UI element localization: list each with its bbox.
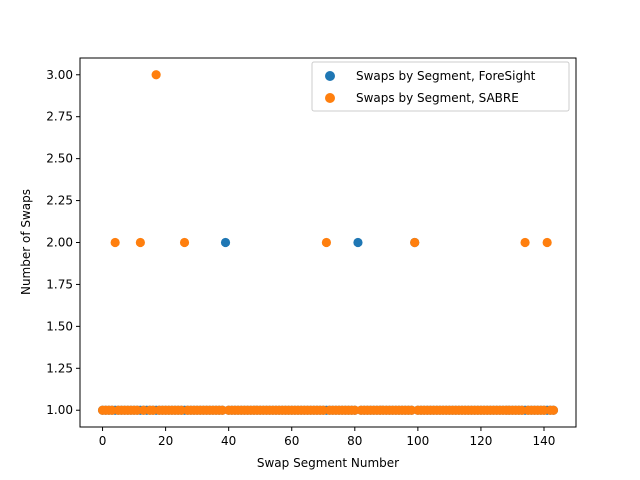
y-tick-label: 1.25 [46,361,73,375]
x-axis-ticks: 0 20 40 60 80 100 120 140 [99,427,556,448]
x-tick-label: 100 [406,434,429,448]
y-tick-label: 2.50 [46,152,73,166]
point-sabre [148,405,158,415]
y-tick-label: 1.00 [46,403,73,417]
point-sabre [410,237,420,248]
point-sabre [107,405,117,415]
x-tick-label: 80 [347,434,362,448]
legend-label-foresight: Swaps by Segment, ForeSight [356,69,536,83]
point-sabre [542,237,552,248]
point-sabre [138,405,149,415]
x-tick-label: 0 [99,434,107,448]
point-sabre [110,237,120,248]
point-foresight [353,237,363,248]
point-sabre [151,70,161,80]
point-sabre [539,405,549,415]
legend-label-sabre: Swaps by Segment, SABRE [356,91,519,105]
y-axis-ticks: 1.00 1.25 1.50 1.75 2.00 2.25 2.50 2.75 3.00 [46,68,80,417]
y-tick-label: 2.00 [46,236,73,250]
y-tick-label: 3.00 [46,68,73,82]
x-tick-label: 20 [158,434,173,448]
point-sabre [179,237,190,248]
x-tick-label: 140 [533,434,556,448]
x-tick-label: 60 [284,434,299,448]
data-points [97,70,559,415]
point-sabre [132,405,142,415]
x-tick-label: 40 [221,434,236,448]
point-sabre [517,405,527,415]
legend-marker-foresight [325,71,335,81]
point-sabre [217,405,227,415]
point-sabre [548,405,559,415]
legend: Swaps by Segment, ForeSight Swaps by Seg… [311,61,570,112]
point-sabre [406,405,417,415]
y-tick-label: 2.25 [46,194,73,208]
point-sabre [520,237,530,248]
point-sabre [135,237,145,248]
x-tick-label: 120 [469,434,492,448]
point-sabre [350,405,360,415]
legend-marker-sabre [325,93,335,103]
point-sabre [321,237,332,248]
y-tick-label: 1.75 [46,277,73,291]
point-sabre [318,405,328,415]
y-tick-label: 2.75 [46,110,73,124]
x-axis-label: Swap Segment Number [257,456,399,470]
point-sabre [176,405,186,415]
legend-box [311,61,570,112]
y-tick-label: 1.50 [46,319,73,333]
point-foresight [220,237,231,248]
y-axis-label: Number of Swaps [19,189,33,295]
